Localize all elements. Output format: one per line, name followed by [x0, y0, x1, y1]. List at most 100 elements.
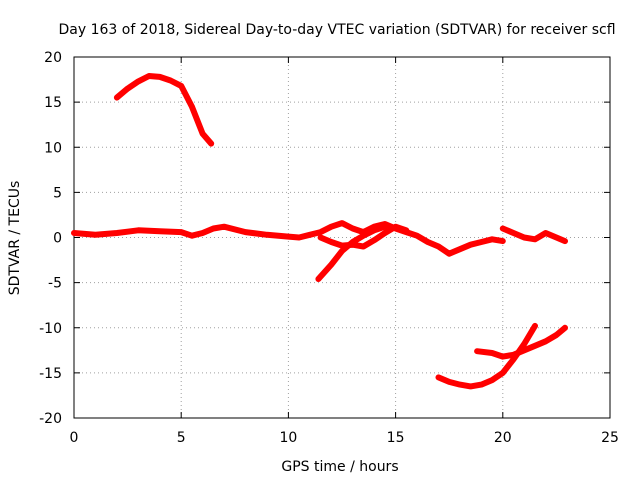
y-tick-label: 5: [53, 185, 62, 201]
data-point: [360, 244, 366, 249]
data-point: [532, 236, 538, 242]
data-point: [339, 248, 345, 254]
data-point: [178, 83, 184, 89]
x-tick-label: 20: [494, 430, 512, 446]
data-point: [457, 382, 463, 388]
data-point: [562, 238, 568, 244]
data-point: [125, 86, 131, 92]
data-point: [489, 236, 495, 242]
chart-title: Day 163 of 2018, Sidereal Day-to-day VTE…: [58, 22, 615, 38]
data-point: [382, 230, 388, 236]
y-tick-label: -10: [39, 321, 62, 337]
data-point: [489, 350, 495, 356]
data-point: [446, 379, 452, 385]
data-point: [146, 73, 152, 79]
data-series: [71, 73, 568, 390]
data-point: [478, 239, 484, 245]
data-point: [478, 382, 484, 388]
data-point: [318, 229, 324, 235]
data-point: [208, 141, 214, 147]
data-point: [371, 227, 377, 233]
x-tick-label: 5: [177, 430, 186, 446]
data-point: [360, 233, 366, 239]
series-arc-lower-a: [435, 322, 538, 390]
x-tick-label: 10: [279, 430, 297, 446]
y-tick-label: 0: [53, 231, 62, 247]
data-point: [562, 325, 568, 331]
data-point: [157, 228, 163, 234]
data-point: [532, 343, 538, 349]
data-point: [468, 383, 474, 389]
data-point: [425, 239, 431, 245]
data-point: [135, 78, 141, 84]
data-point: [521, 341, 527, 347]
x-tick-label: 0: [70, 430, 79, 446]
data-point: [168, 78, 173, 83]
data-point: [532, 323, 538, 329]
data-point: [414, 233, 420, 239]
data-point: [393, 224, 399, 230]
data-point: [553, 332, 559, 338]
data-point: [328, 224, 334, 230]
data-point: [157, 74, 163, 80]
data-point: [189, 233, 195, 239]
y-tick-label: 15: [44, 95, 62, 111]
grid: [74, 57, 610, 418]
data-point: [436, 374, 441, 380]
data-point: [474, 348, 480, 354]
data-point: [436, 244, 441, 249]
data-point: [315, 276, 321, 282]
data-point: [221, 224, 227, 230]
y-tick-label: -20: [39, 411, 62, 427]
x-tick-label: 25: [601, 430, 619, 446]
y-tick-label: 10: [44, 140, 62, 156]
data-point: [178, 229, 184, 235]
data-point: [543, 230, 549, 236]
data-point: [468, 242, 474, 248]
data-point: [350, 242, 356, 248]
data-point: [285, 234, 291, 240]
data-point: [543, 338, 549, 344]
data-point: [200, 131, 206, 137]
series-arc-upper: [113, 73, 215, 147]
data-point: [500, 370, 506, 376]
data-point: [339, 220, 345, 226]
x-tick-label: 15: [387, 430, 405, 446]
data-point: [382, 224, 388, 230]
y-tick-label: -5: [48, 276, 62, 292]
data-point: [511, 230, 516, 236]
data-point: [92, 232, 98, 238]
data-point: [521, 235, 527, 240]
y-tick-label: 20: [44, 50, 62, 66]
data-point: [328, 262, 334, 268]
data-point: [500, 238, 506, 244]
data-point: [350, 226, 356, 231]
data-point: [500, 226, 506, 231]
axis-ticks: 0 5 10 15 20 25 -20 -15 -10 -5 0 5 10 15 20: [39, 50, 619, 446]
data-point: [135, 227, 141, 233]
data-point: [371, 237, 377, 243]
data-point: [457, 246, 463, 252]
data-point: [446, 251, 452, 257]
data-point: [114, 95, 120, 101]
data-point: [296, 235, 302, 240]
data-point: [243, 229, 248, 235]
data-point: [328, 239, 334, 245]
y-tick-label: -15: [39, 366, 62, 382]
data-point: [500, 354, 506, 360]
data-point: [307, 232, 313, 238]
y-axis-label: SDTVAR / TECUs: [7, 181, 23, 296]
data-point: [553, 235, 559, 240]
data-point: [264, 232, 270, 238]
data-point: [210, 226, 216, 231]
data-point: [71, 230, 77, 236]
data-point: [403, 227, 409, 233]
data-point: [511, 352, 516, 358]
data-point: [318, 235, 324, 240]
x-axis-label: GPS time / hours: [281, 459, 398, 475]
data-point: [114, 230, 120, 236]
data-point: [189, 104, 195, 110]
data-point: [489, 377, 495, 383]
data-point: [200, 230, 206, 236]
